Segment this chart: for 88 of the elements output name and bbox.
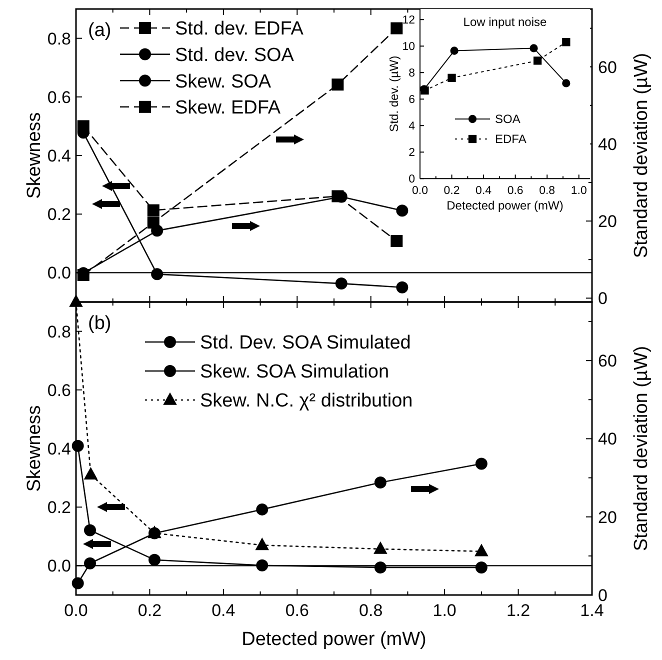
point [256,538,269,550]
x-axis-title: Detected power (mW) [242,629,426,650]
point [256,559,268,572]
legend-label: Std. dev. EDFA [175,18,304,40]
legend-label: Std. Dev. SOA Simulated [200,332,411,354]
y2-tick-label: 20 [598,508,617,527]
y-axis-title: Skewness [24,405,45,492]
y2-axis-title: Standard deviation (µW) [631,52,652,258]
x-tick-label: 0.4 [476,185,492,198]
legend-label: Skew. SOA Simulation [200,362,390,383]
point [475,458,488,470]
y-tick-label: 0.4 [47,439,71,458]
point [390,235,403,248]
point [84,467,98,480]
y-tick-label: 4 [408,120,416,133]
point [69,294,83,307]
legend-label: Skew. EDFA [175,98,281,119]
point [562,38,570,46]
point [147,204,160,216]
point [256,503,268,516]
x-tick-label: 0.8 [359,601,383,620]
x-tick-label: 0.2 [138,601,162,620]
x-tick-label: 0.6 [285,601,309,620]
y2-axis-title: Standard deviation (µW) [631,346,652,552]
y2-tick-label: 40 [598,134,617,154]
point [562,79,570,88]
y-tick-label: 0.4 [47,146,71,166]
point [374,476,386,488]
y-axis-title: Skewness [24,112,45,199]
x-tick-label: 0.4 [212,601,236,620]
y-tick-label: 0.0 [47,264,71,283]
x-tick-label: 1.0 [432,601,456,620]
legend-label: Skew. N.C. χ² distribution [200,390,413,412]
point [390,22,403,34]
point [450,46,458,55]
y2-tick-label: 60 [598,58,617,77]
point [396,204,408,217]
y-axis-title: Std. dev. (µW) [387,56,401,132]
point [332,78,344,91]
point [72,577,84,590]
point [474,544,488,556]
point [72,440,84,452]
point [151,268,164,280]
y2-tick-label: 60 [598,352,617,371]
x-tick-label: 0.6 [507,185,524,198]
y2-tick-label: 40 [598,430,617,449]
annotation: (a) [88,20,112,41]
x-tick-label: 0.8 [539,185,556,198]
y-tick-label: 8 [408,68,415,80]
y-tick-label: 6 [408,94,415,106]
x-axis-title: Detected power (mW) [446,198,564,213]
y2-tick-label: 20 [598,212,617,231]
y-tick-label: 0.6 [47,88,71,107]
x-tick-label: 0.2 [444,185,460,198]
text: Low input noise [463,15,548,29]
point [151,224,164,237]
y-tick-label: 0.2 [47,498,71,518]
y-tick-label: 0.0 [47,556,71,576]
point [84,557,96,570]
y-tick-label: 10 [402,41,415,54]
annotation: (b) [88,313,112,334]
x-tick-label: 1.0 [570,185,587,198]
y-tick-label: 0.8 [47,29,71,48]
point [374,561,386,574]
y2-tick-label: 0 [598,289,608,308]
point [335,278,348,290]
point [475,561,488,574]
legend-label: Std. dev. SOA [175,44,294,66]
y-tick-label: 12 [402,14,415,27]
point [332,190,344,202]
x-tick-label: 1.2 [506,601,530,620]
point [148,554,161,566]
y-tick-label: 2 [408,147,415,160]
point [533,56,542,65]
point [448,74,456,82]
point [396,281,408,294]
y-tick-label: 0.6 [47,380,71,400]
point [530,44,538,52]
y-tick-label: 0.2 [47,205,71,224]
legend-label: Skew. SOA [175,71,272,92]
point [77,120,90,132]
legend-label: SOA [495,112,520,126]
y-tick-label: 0.8 [47,322,71,342]
point [84,524,96,536]
point [374,542,387,554]
y-tick-label: 0 [408,174,415,186]
legend-label: EDFA [495,132,526,146]
x-tick-label: 0.0 [64,601,88,620]
